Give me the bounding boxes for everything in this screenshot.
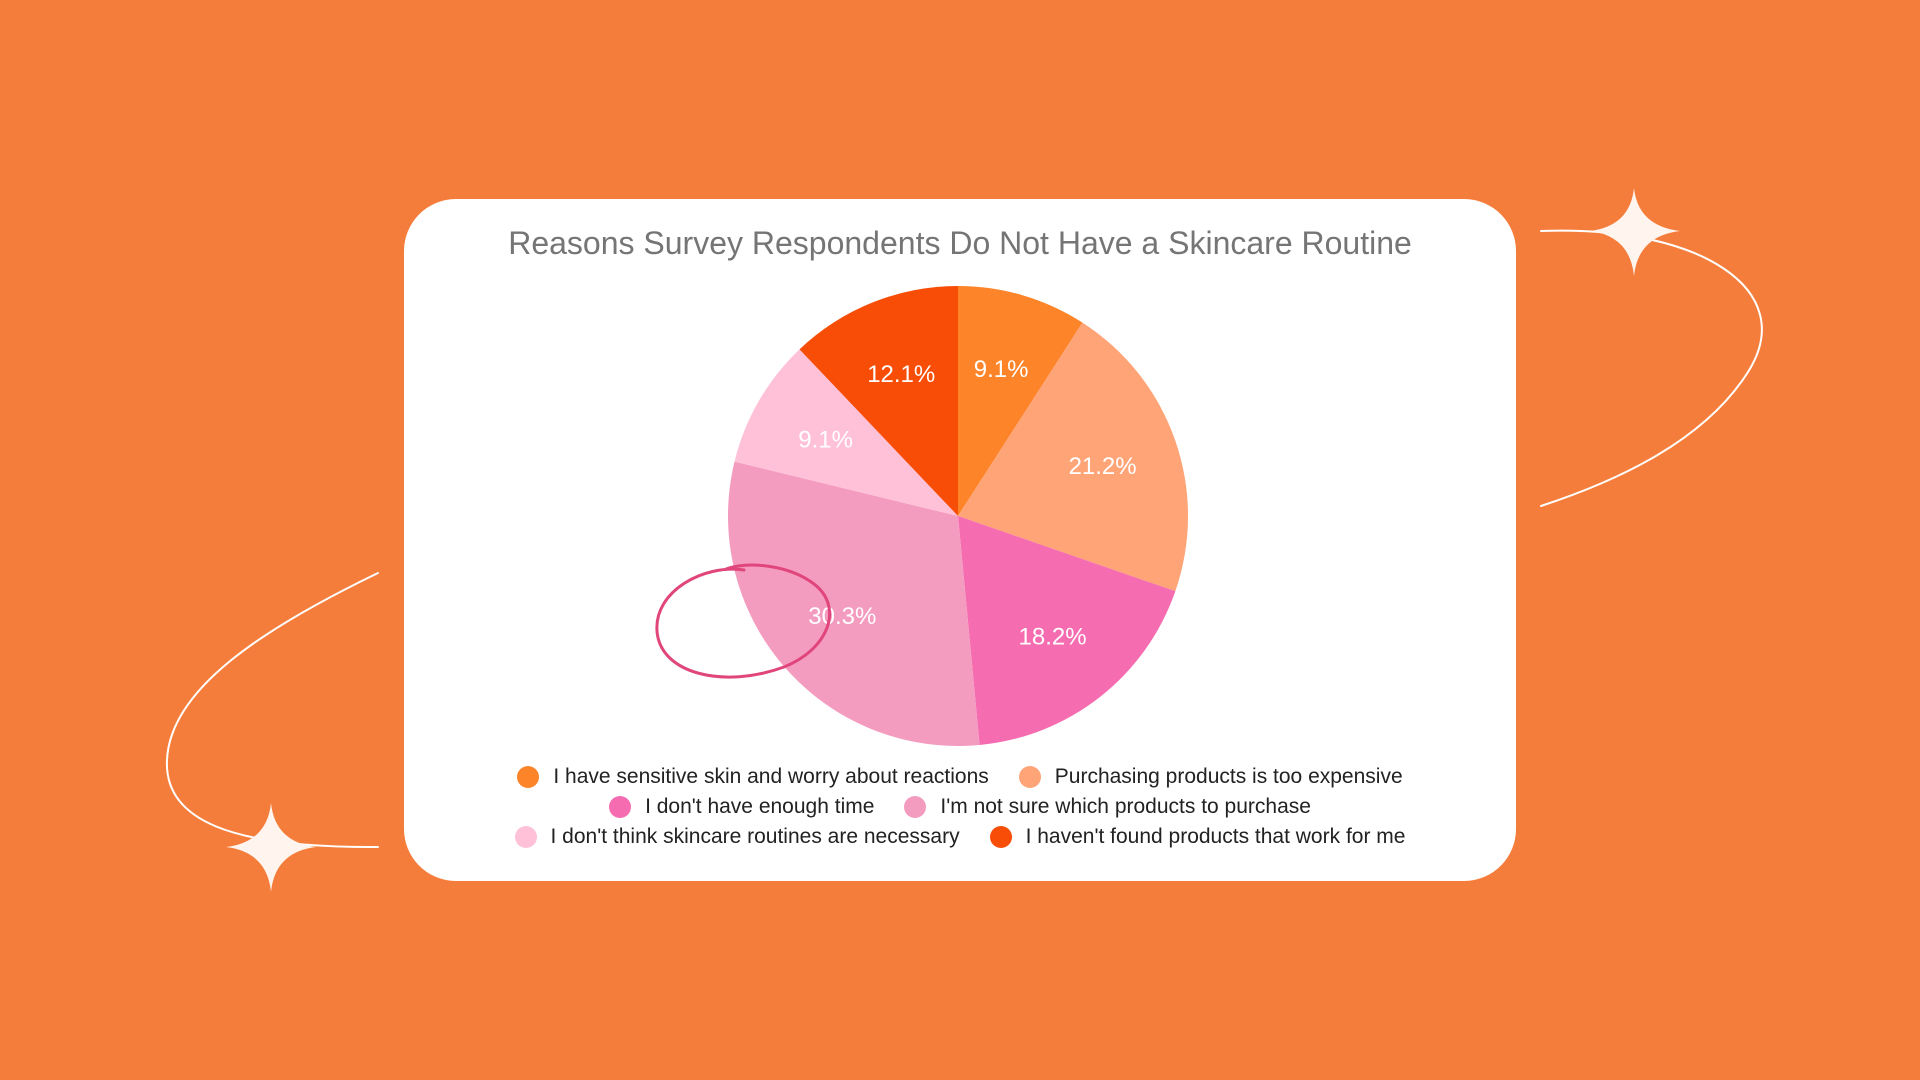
pie-slice — [958, 286, 1083, 516]
pie-slice — [727, 461, 980, 746]
orbit-line-right — [1540, 229, 1763, 507]
legend-label: I have sensitive skin and worry about re… — [553, 765, 989, 788]
legend-label: Purchasing products is too expensive — [1054, 765, 1403, 788]
legend-item: I'm not sure which products to purchase — [904, 795, 1311, 819]
legend-row: I don't have enough time I'm not sure whi… — [404, 795, 1516, 819]
legend-item: Purchasing products is too expensive — [1018, 765, 1403, 789]
pie-slice — [799, 286, 958, 516]
pie-slice-label: 9.1% — [798, 426, 853, 453]
sparkle-icon — [1590, 188, 1680, 276]
pie-slice-label: 21.2% — [1069, 453, 1137, 480]
legend-item: I have sensitive skin and worry about re… — [517, 765, 989, 789]
legend-swatch — [517, 766, 540, 788]
legend-row: I have sensitive skin and worry about re… — [404, 765, 1516, 789]
chart-title: Reasons Survey Respondents Do Not Have a… — [508, 225, 1412, 261]
pie-slice-label: 18.2% — [1019, 623, 1087, 650]
legend-item: I don't have enough time — [609, 795, 874, 819]
legend-item: I don't think skincare routines are nece… — [514, 825, 960, 849]
legend-label: I don't have enough time — [645, 795, 875, 818]
legend-row: I don't think skincare routines are nece… — [404, 825, 1516, 849]
legend-item: I haven't found products that work for m… — [989, 825, 1406, 849]
legend-label: I don't think skincare routines are nece… — [550, 825, 960, 848]
pie-chart: 9.1% 21.2% 18.2% 30.3% 9.1% 12.1% — [655, 286, 1188, 746]
pie-slice-label: 9.1% — [974, 356, 1029, 383]
orbit-line-left — [165, 572, 379, 849]
legend-label: I haven't found products that work for m… — [1025, 825, 1406, 848]
legend-swatch — [1018, 766, 1041, 788]
pie-slice — [958, 516, 1176, 745]
pie-slice-labels: 9.1% 21.2% 18.2% 30.3% 9.1% 12.1% — [798, 356, 1136, 650]
pie-slices — [727, 286, 1188, 746]
sparkle-icon — [226, 803, 316, 892]
legend-swatch — [989, 826, 1012, 848]
chart-card: Reasons Survey Respondents Do Not Have a… — [404, 199, 1516, 881]
pie-slice — [734, 349, 958, 516]
highlight-annotation-circle — [655, 563, 832, 679]
legend-swatch — [904, 796, 927, 818]
pie-slice — [958, 322, 1188, 592]
legend-label: I'm not sure which products to purchase — [940, 795, 1311, 818]
pie-slice-label: 30.3% — [808, 603, 876, 630]
pie-slice-label: 12.1% — [867, 361, 935, 388]
legend-swatch — [609, 796, 632, 818]
legend-swatch — [514, 826, 537, 848]
